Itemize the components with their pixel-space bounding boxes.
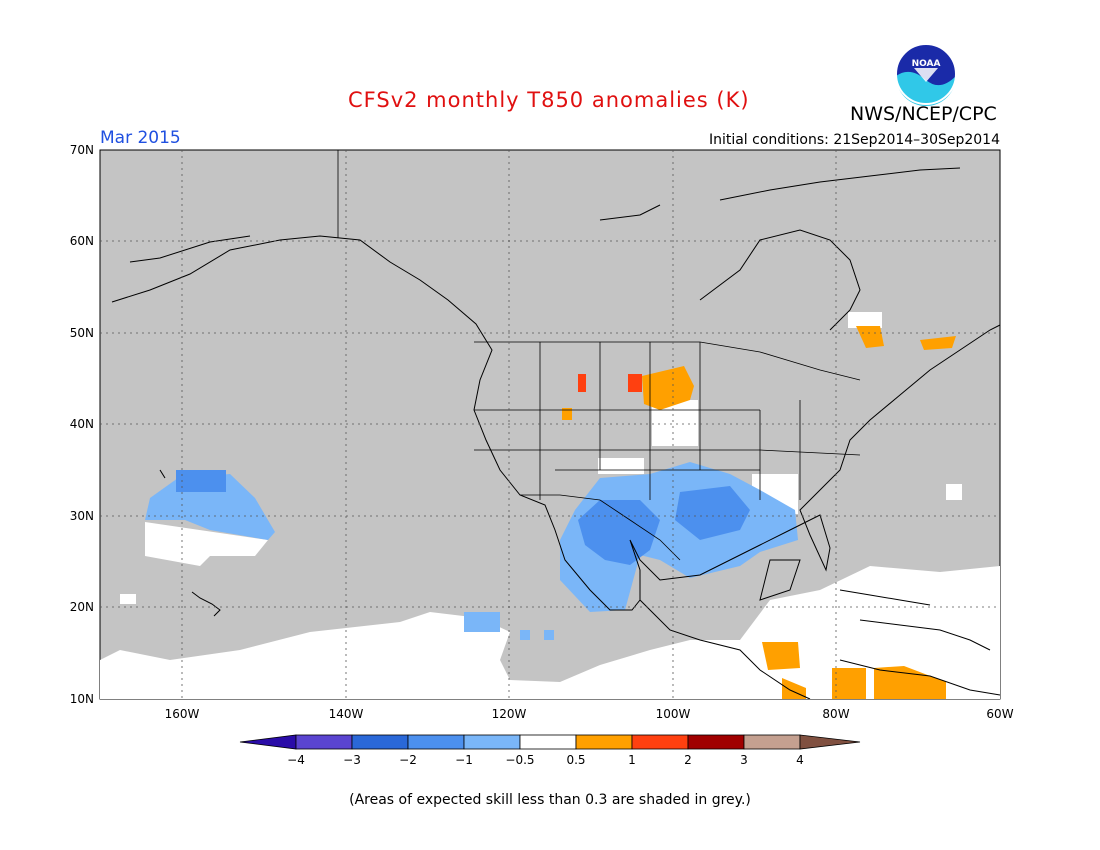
lon-label-120w: 120W [492,707,527,721]
colorbar-swatch-4 [463,734,521,750]
forecast-period: Mar 2015 [100,128,181,148]
noaa-logo-text: NOAA [912,59,941,69]
lat-label-20n: 20N [70,600,94,614]
colorbar-label-6: 1 [628,753,636,767]
negative-anomalies [145,462,798,640]
positive-anomalies [562,326,956,699]
colorbar-label-0: −4 [287,753,305,767]
lat-label-30n: 30N [70,509,94,523]
lon-label-140w: 140W [329,707,364,721]
colorbar-swatch-8 [687,734,745,750]
colorbar-label-1: −3 [343,753,361,767]
lon-label-160w: 160W [165,707,200,721]
state-borders [337,150,861,561]
colorbar-label-9: 4 [796,753,804,767]
colorbar-swatch-7 [631,734,689,750]
colorbar-swatch-6 [575,734,633,750]
lon-label-100w: 100W [656,707,691,721]
coastlines [111,167,1001,700]
colorbar-swatch-2 [351,734,409,750]
lat-label-50n: 50N [70,326,94,340]
colorbar [239,734,861,750]
map-title: CFSv2 monthly T850 anomalies (K) [348,88,750,112]
colorbar-label-3: −1 [455,753,473,767]
lat-label-40n: 40N [70,417,94,431]
colorbar-swatch-0 [239,734,297,750]
lat-label-60n: 60N [70,234,94,248]
longitude-labels: 160W 140W 120W 100W 80W 60W [165,707,1014,721]
colorbar-swatch-10 [799,734,861,750]
initial-conditions: Initial conditions: 21Sep2014–30Sep2014 [708,132,1000,148]
colorbar-label-5: 0.5 [566,753,585,767]
noaa-logo: NOAA [895,43,957,106]
latitude-labels: 70N 60N 50N 40N 30N 20N 10N [70,143,94,706]
colorbar-swatch-9 [743,734,801,750]
graticule [100,150,1000,699]
skill-footnote: (Areas of expected skill less than 0.3 a… [349,792,751,808]
colorbar-label-8: 3 [740,753,748,767]
colorbar-label-7: 2 [684,753,692,767]
colorbar-labels: −4 −3 −2 −1 −0.5 0.5 1 2 3 4 [287,753,804,767]
lat-label-10n: 10N [70,692,94,706]
lon-label-80w: 80W [822,707,849,721]
colorbar-swatch-5 [519,734,577,750]
organization-label: NWS/NCEP/CPC [850,103,997,125]
colorbar-swatch-1 [295,734,353,750]
colorbar-swatch-3 [407,734,465,750]
lon-label-60w: 60W [986,707,1013,721]
colorbar-label-2: −2 [399,753,417,767]
colorbar-label-4: −0.5 [505,753,534,767]
lat-label-70n: 70N [70,143,94,157]
